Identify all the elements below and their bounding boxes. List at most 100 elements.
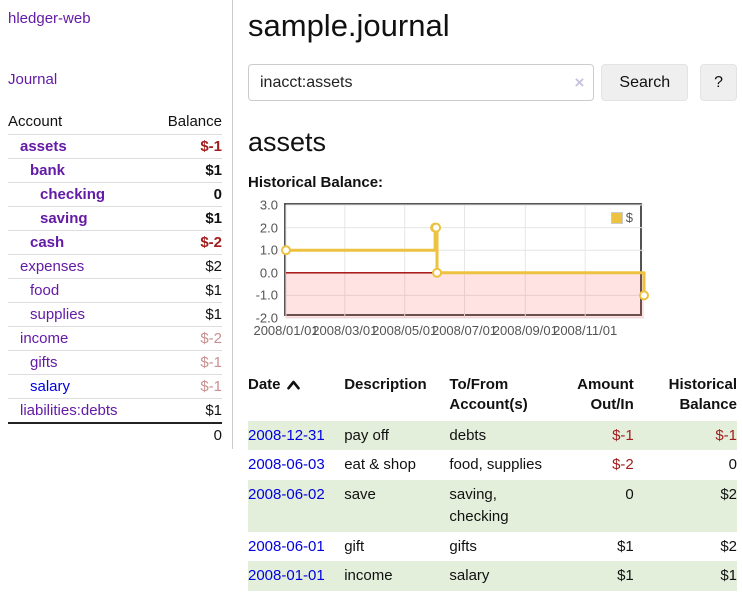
sort-ascending-icon	[286, 380, 300, 390]
register-cell-amount: $-2	[612, 456, 634, 474]
sidebar-account-link[interactable]: assets	[20, 138, 67, 155]
clear-search-icon[interactable]: ×	[574, 72, 585, 92]
sidebar-account-link[interactable]: checking	[40, 186, 106, 203]
register-cell-balance: $2	[720, 537, 737, 555]
transaction-date-link[interactable]: 2008-06-02	[248, 486, 325, 503]
transaction-date-link[interactable]: 2008-06-03	[248, 456, 325, 474]
brand-link[interactable]: hledger-web	[8, 10, 91, 27]
register-header-description: Description	[344, 376, 427, 393]
page-title: sample.journal	[248, 8, 450, 43]
chart-y-tick-label: 3.0	[259, 197, 278, 213]
register-cell-description: pay off	[344, 426, 389, 444]
register-cell-amount: $-1	[612, 426, 634, 444]
accounts-header-account: Account	[8, 113, 63, 130]
account-row: liabilities:debts $1	[8, 398, 222, 423]
account-row: assets $-1	[8, 134, 222, 159]
chart-y-tick-label: 0.0	[259, 265, 278, 281]
account-balance: $2	[151, 254, 222, 279]
account-balance: $-1	[151, 374, 222, 399]
account-balance: $1	[151, 278, 222, 303]
register-header-accounts: To/From Account(s)	[449, 376, 528, 414]
sidebar-account-link[interactable]: saving	[40, 210, 88, 227]
register-cell-balance: $-1	[715, 426, 737, 444]
chart-x-tick-label: 2008/07/01	[431, 323, 498, 338]
account-balance: $-1	[151, 350, 222, 375]
register-cell-description: gift	[344, 537, 365, 555]
sidebar: hledger-web Journal Account Balance asse…	[0, 0, 233, 449]
account-balance: $1	[151, 158, 222, 183]
account-row: gifts $-1	[8, 350, 222, 375]
accounts-total-balance: 0	[151, 422, 222, 447]
register-cell-amount: $1	[617, 537, 634, 555]
accounts-header-balance: Balance	[167, 113, 222, 130]
account-row: salary $-1	[8, 374, 222, 399]
register-cell-balance: $1	[720, 567, 737, 585]
register-cell-amount: $1	[617, 567, 634, 585]
register-cell-description: income	[344, 567, 393, 585]
register-header-balance: Historical Balance	[668, 376, 737, 414]
sidebar-account-link[interactable]: salary	[30, 378, 71, 395]
accounts-table: Account Balance assets $-1 bank $1 checking 0…	[8, 110, 222, 447]
register-table: Date Description To/From Account(s) Amou…	[248, 371, 737, 591]
register-cell-accounts: saving, checking	[449, 486, 509, 525]
search-button[interactable]: Search	[601, 64, 689, 101]
legend-swatch	[610, 211, 623, 224]
sidebar-account-link[interactable]: liabilities:debts	[20, 402, 118, 419]
account-title: assets	[248, 127, 327, 157]
sidebar-account-link[interactable]: supplies	[30, 306, 86, 323]
sidebar-account-link[interactable]: bank	[30, 162, 66, 179]
accounts-total-row: 0	[8, 422, 222, 447]
register-row: 2008-01-01 income salary $1 $1	[248, 561, 737, 591]
account-row: checking 0	[8, 182, 222, 207]
account-balance: $1	[151, 398, 222, 423]
account-balance: $-1	[151, 134, 222, 159]
account-row: income $-2	[8, 326, 222, 351]
account-row: food $1	[8, 278, 222, 303]
account-row: expenses $2	[8, 254, 222, 279]
sidebar-account-link[interactable]: food	[30, 282, 60, 299]
register-header-row: Date Description To/From Account(s) Amou…	[248, 371, 737, 421]
account-row: bank $1	[8, 158, 222, 183]
register-cell-accounts: debts	[449, 426, 487, 444]
sidebar-account-link[interactable]: expenses	[20, 258, 85, 275]
account-balance: $1	[151, 302, 222, 327]
chart-plot-area[interactable]: $	[281, 203, 649, 319]
chart-x-tick-label: 2008/11/01	[553, 323, 618, 338]
sidebar-item-journal[interactable]: Journal	[8, 71, 58, 88]
register-row: 2008-06-01 gift gifts $1 $2	[248, 532, 737, 562]
help-button[interactable]: ?	[700, 64, 737, 101]
register-cell-description: eat & shop	[344, 456, 416, 474]
register-cell-amount: 0	[625, 486, 634, 503]
chart-y-tick-label: -2.0	[255, 310, 278, 326]
transaction-date-link[interactable]: 2008-12-31	[248, 426, 325, 444]
register-cell-description: save	[344, 486, 376, 503]
legend-label: $	[625, 210, 633, 225]
chart-x-tick-label: 2008/05/01	[372, 323, 438, 338]
search-box: ×	[248, 64, 595, 101]
account-balance: 0	[151, 182, 222, 207]
transaction-date-link[interactable]: 2008-01-01	[248, 567, 325, 585]
register-header-date[interactable]: Date	[248, 371, 344, 421]
sidebar-account-link[interactable]: gifts	[30, 354, 58, 371]
account-row: saving $1	[8, 206, 222, 231]
register-cell-balance: $2	[720, 486, 737, 503]
transaction-date-link[interactable]: 2008-06-01	[248, 537, 325, 555]
chart-label: Historical Balance:	[248, 174, 384, 191]
balance-chart: $ 3.0 2.0 1.0 0.0 -1.0 -2.0 2008/01/01 2008/03/…	[248, 199, 649, 343]
chart-y-tick-label: -1.0	[255, 287, 278, 303]
sidebar-account-link[interactable]: income	[20, 330, 69, 347]
account-balance: $-2	[151, 230, 222, 255]
register-row: 2008-12-31 pay off debts $-1 $-1	[248, 420, 737, 451]
chart-y-tick-label: 2.0	[259, 220, 278, 236]
register-row: 2008-06-03 eat & shop food, supplies $-2 0	[248, 450, 737, 480]
chart-x-tick-label: 2008/09/01	[492, 323, 558, 338]
search-input[interactable]	[248, 64, 595, 101]
chart-legend: $	[608, 210, 635, 225]
account-balance: $1	[151, 206, 222, 231]
register-row: 2008-06-02 save saving, checking 0 $2	[248, 480, 737, 532]
register-header-amount: Amount Out/In	[577, 376, 634, 414]
register-cell-accounts: salary	[449, 567, 490, 585]
account-balance: $-2	[151, 326, 222, 351]
sidebar-account-link[interactable]: cash	[30, 234, 65, 251]
